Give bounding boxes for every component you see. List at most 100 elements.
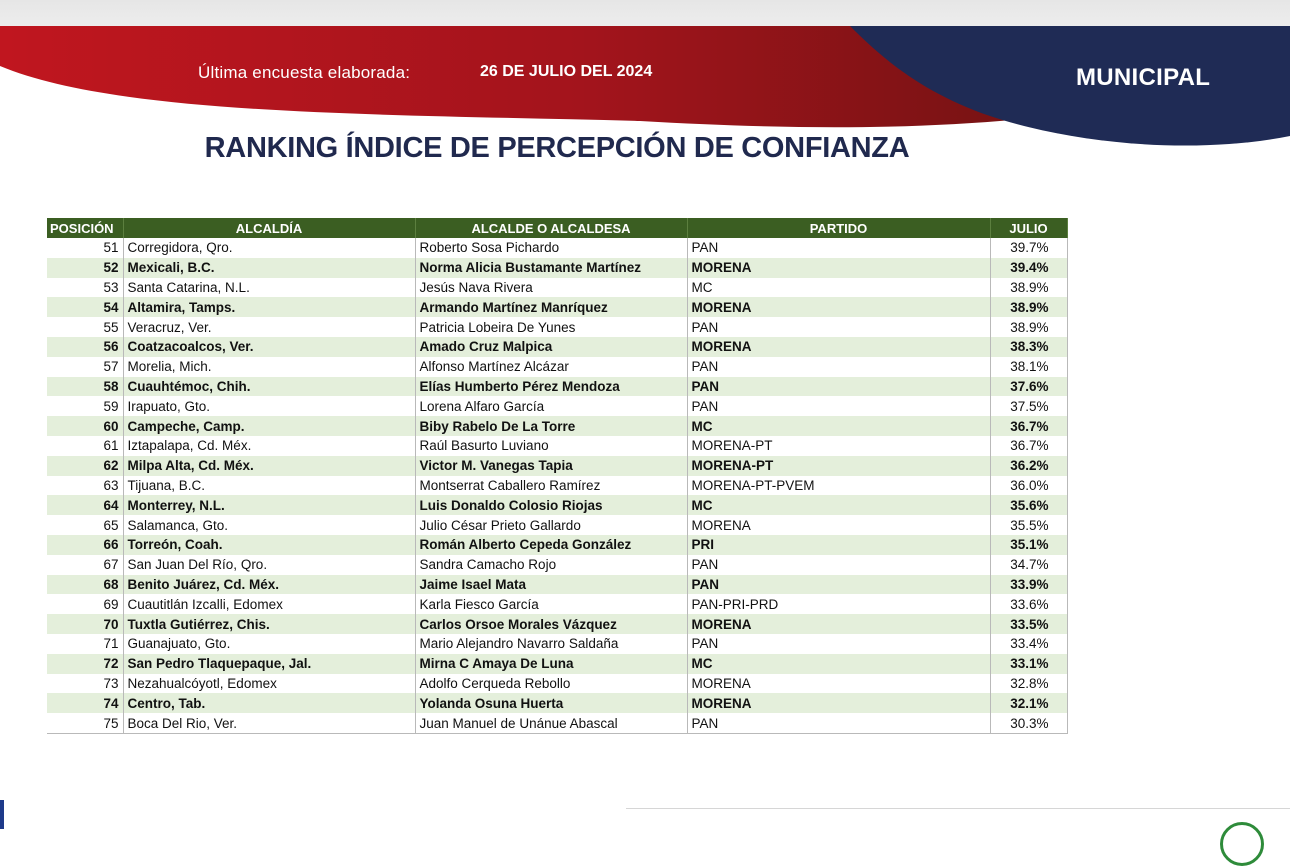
cell-alcalde: Lorena Alfaro García bbox=[415, 396, 688, 417]
table-row: 62 Milpa Alta, Cd. Méx. Victor M. Vanegas … bbox=[47, 455, 1068, 476]
cell-alcaldia: Iztapalapa, Cd. Méx. bbox=[123, 435, 416, 456]
cell-julio: 37.5% bbox=[990, 396, 1068, 417]
survey-date-label: Última encuesta elaborada: bbox=[198, 63, 411, 82]
cell-julio: 35.6% bbox=[990, 495, 1068, 516]
cell-position: 66 bbox=[47, 534, 124, 555]
table-row: 70 Tuxtla Gutiérrez, Chis. Carlos Orsoe Mo… bbox=[47, 614, 1068, 634]
cell-partido: MORENA bbox=[687, 336, 991, 357]
cell-partido: MORENA bbox=[687, 257, 991, 278]
cell-partido: MORENA-PT bbox=[687, 455, 991, 476]
table-row: 68 Benito Juárez, Cd. Méx. Jaime Isael Mat… bbox=[47, 574, 1068, 595]
cell-alcalde: Roberto Sosa Pichardo bbox=[415, 238, 688, 258]
table-row: 74 Centro, Tab. Yolanda Osuna Huerta MORENA… bbox=[47, 693, 1068, 714]
cell-alcalde: Juan Manuel de Unánue Abascal bbox=[415, 713, 688, 734]
cell-alcalde: Luis Donaldo Colosio Riojas bbox=[415, 495, 688, 516]
cell-julio: 36.7% bbox=[990, 416, 1068, 436]
table-header-row: POSICIÓN ALCALDÍA ALCALDE O ALCALDESA PA… bbox=[47, 218, 1068, 238]
column-header-position: POSICIÓN bbox=[47, 218, 124, 238]
cell-alcaldia: San Juan Del Río, Qro. bbox=[123, 554, 416, 575]
cell-position: 72 bbox=[47, 653, 124, 674]
cell-position: 55 bbox=[47, 317, 124, 337]
table-row: 59 Irapuato, Gto. Lorena Alfaro García PAN 3… bbox=[47, 396, 1068, 417]
cell-julio: 38.1% bbox=[990, 356, 1068, 377]
cell-alcalde: Jaime Isael Mata bbox=[415, 574, 688, 595]
cell-partido: PAN bbox=[687, 554, 991, 575]
header-banner bbox=[0, 26, 1290, 146]
cell-alcalde: Yolanda Osuna Huerta bbox=[415, 693, 688, 714]
cell-partido: PAN bbox=[687, 317, 991, 337]
cell-alcalde: Patricia Lobeira De Yunes bbox=[415, 317, 688, 337]
cell-alcaldia: Veracruz, Ver. bbox=[123, 317, 416, 337]
cell-julio: 36.7% bbox=[990, 435, 1068, 456]
cell-alcaldia: Benito Juárez, Cd. Méx. bbox=[123, 574, 416, 595]
ranking-table-container: POSICIÓN ALCALDÍA ALCALDE O ALCALDESA PA… bbox=[47, 218, 1068, 734]
cell-partido: MC bbox=[687, 653, 991, 674]
table-row: 52 Mexicali, B.C. Norma Alicia Bustamante … bbox=[47, 257, 1068, 278]
cell-position: 75 bbox=[47, 713, 124, 734]
cell-alcalde: Mario Alejandro Navarro Saldaña bbox=[415, 633, 688, 654]
cell-alcalde: Montserrat Caballero Ramírez bbox=[415, 475, 688, 496]
section-label: MUNICIPAL bbox=[1076, 64, 1211, 91]
table-row: 57 Morelia, Mich. Alfonso Martínez Alcázar… bbox=[47, 356, 1068, 377]
browser-top-bar bbox=[0, 0, 1290, 27]
cell-julio: 35.1% bbox=[990, 534, 1068, 555]
table-row: 65 Salamanca, Gto. Julio César Prieto Gall… bbox=[47, 515, 1068, 535]
cell-alcalde: Karla Fiesco García bbox=[415, 594, 688, 615]
cell-julio: 33.9% bbox=[990, 574, 1068, 595]
cell-position: 51 bbox=[47, 238, 124, 258]
cell-alcalde: Adolfo Cerqueda Rebollo bbox=[415, 673, 688, 694]
cell-partido: PAN bbox=[687, 356, 991, 377]
cell-partido: PRI bbox=[687, 534, 991, 555]
cell-alcaldia: Monterrey, N.L. bbox=[123, 495, 416, 516]
cell-alcaldia: San Pedro Tlaquepaque, Jal. bbox=[123, 653, 416, 674]
cell-position: 70 bbox=[47, 614, 124, 634]
cell-julio: 35.5% bbox=[990, 515, 1068, 535]
table-row: 71 Guanajuato, Gto. Mario Alejandro Navarr… bbox=[47, 633, 1068, 654]
cell-alcaldia: Guanajuato, Gto. bbox=[123, 633, 416, 654]
cell-partido: PAN bbox=[687, 633, 991, 654]
cell-alcaldia: Cuautitlán Izcalli, Edomex bbox=[123, 594, 416, 615]
cell-position: 68 bbox=[47, 574, 124, 595]
table-row: 53 Santa Catarina, N.L. Jesús Nava Rivera M… bbox=[47, 277, 1068, 298]
survey-date-value: 26 DE JULIO DEL 2024 bbox=[480, 63, 653, 80]
cell-alcaldia: Salamanca, Gto. bbox=[123, 515, 416, 535]
cell-julio: 38.9% bbox=[990, 277, 1068, 298]
column-header-partido: PARTIDO bbox=[687, 218, 991, 238]
cell-alcaldia: Centro, Tab. bbox=[123, 693, 416, 714]
table-row: 61 Iztapalapa, Cd. Méx. Raúl Basurto Luvia… bbox=[47, 435, 1068, 456]
table-row: 69 Cuautitlán Izcalli, Edomex Karla Fiesco… bbox=[47, 594, 1068, 615]
cell-alcalde: Amado Cruz Malpica bbox=[415, 336, 688, 357]
cell-alcaldia: Altamira, Tamps. bbox=[123, 297, 416, 318]
cell-julio: 36.0% bbox=[990, 475, 1068, 496]
cell-partido: MC bbox=[687, 416, 991, 436]
cell-position: 74 bbox=[47, 693, 124, 714]
cell-position: 73 bbox=[47, 673, 124, 694]
cell-alcaldia: Boca Del Rio, Ver. bbox=[123, 713, 416, 734]
table-row: 72 San Pedro Tlaquepaque, Jal. Mirna C Ama… bbox=[47, 653, 1068, 674]
cell-alcalde: Julio César Prieto Gallardo bbox=[415, 515, 688, 535]
cell-alcaldia: Irapuato, Gto. bbox=[123, 396, 416, 417]
cell-alcaldia: Mexicali, B.C. bbox=[123, 257, 416, 278]
cell-alcalde: Norma Alicia Bustamante Martínez bbox=[415, 257, 688, 278]
cell-partido: MORENA bbox=[687, 614, 991, 634]
table-row: 67 San Juan Del Río, Qro. Sandra Camacho R… bbox=[47, 554, 1068, 575]
cell-julio: 33.1% bbox=[990, 653, 1068, 674]
cell-partido: PAN bbox=[687, 574, 991, 595]
cell-partido: MC bbox=[687, 495, 991, 516]
cell-alcalde: Román Alberto Cepeda González bbox=[415, 534, 688, 555]
cell-partido: MORENA-PT-PVEM bbox=[687, 475, 991, 496]
cell-alcalde: Victor M. Vanegas Tapia bbox=[415, 455, 688, 476]
cell-julio: 38.9% bbox=[990, 297, 1068, 318]
cell-alcaldia: Coatzacoalcos, Ver. bbox=[123, 336, 416, 357]
cell-alcalde: Carlos Orsoe Morales Vázquez bbox=[415, 614, 688, 634]
cell-partido: PAN bbox=[687, 396, 991, 417]
cell-julio: 37.6% bbox=[990, 376, 1068, 397]
cell-position: 53 bbox=[47, 277, 124, 298]
table-row: 58 Cuauhtémoc, Chih. Elías Humberto Pérez … bbox=[47, 376, 1068, 397]
cell-alcaldia: Cuauhtémoc, Chih. bbox=[123, 376, 416, 397]
column-header-alcalde: ALCALDE O ALCALDESA bbox=[415, 218, 688, 238]
table-row: 55 Veracruz, Ver. Patricia Lobeira De Yune… bbox=[47, 317, 1068, 337]
table-row: 63 Tijuana, B.C. Montserrat Caballero Ramí… bbox=[47, 475, 1068, 496]
ranking-table: POSICIÓN ALCALDÍA ALCALDE O ALCALDESA PA… bbox=[47, 218, 1068, 734]
cell-partido: MORENA bbox=[687, 297, 991, 318]
